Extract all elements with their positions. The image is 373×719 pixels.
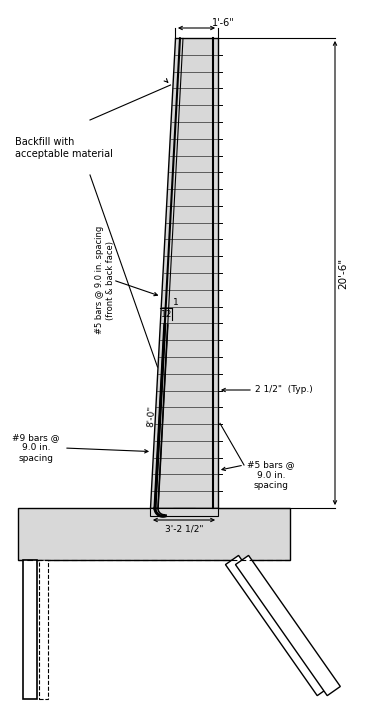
Text: Backfill with
acceptable material: Backfill with acceptable material (15, 137, 113, 159)
Text: 8'-0": 8'-0" (147, 406, 157, 428)
Text: 20'-6": 20'-6" (338, 257, 348, 288)
Text: 2 1/2"  (Typ.): 2 1/2" (Typ.) (255, 385, 313, 395)
Bar (173, 508, 195, 513)
Polygon shape (235, 555, 340, 696)
Polygon shape (150, 38, 218, 508)
Text: 3'-2 1/2": 3'-2 1/2" (165, 524, 203, 533)
Bar (39, 560, 48, 699)
Polygon shape (225, 555, 330, 696)
Text: 1: 1 (173, 298, 179, 307)
Bar (18, 508, 290, 560)
Text: 1'-6": 1'-6" (211, 18, 234, 28)
Text: 12: 12 (161, 310, 172, 319)
Text: #5 bars @
9.0 in.
spacing: #5 bars @ 9.0 in. spacing (247, 460, 295, 490)
Bar (150, 508, 218, 516)
Text: #5 bars @ 9.0 in. spacing
(front & back face): #5 bars @ 9.0 in. spacing (front & back … (95, 226, 115, 334)
Text: #9 bars @
9.0 in.
spacing: #9 bars @ 9.0 in. spacing (12, 433, 60, 463)
Bar (23, 560, 37, 699)
